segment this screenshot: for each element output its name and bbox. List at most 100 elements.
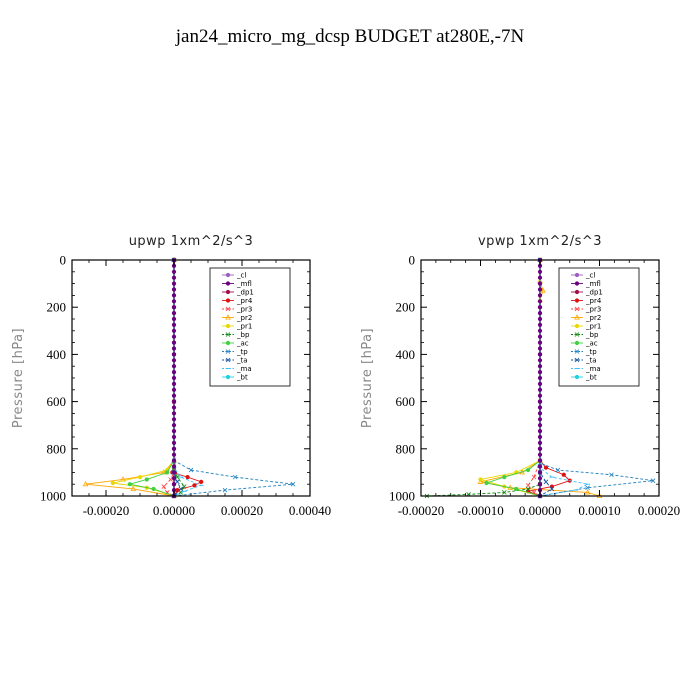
data-point: [537, 346, 543, 351]
y-tick-label: 400: [396, 347, 416, 362]
y-tick-label: 800: [396, 441, 416, 456]
data-point: [537, 423, 543, 428]
legend-label: _pr3: [236, 306, 252, 314]
data-point: [537, 429, 543, 434]
legend-marker: [574, 272, 580, 278]
data-point: [537, 464, 543, 469]
data-point: [171, 434, 177, 440]
legend-marker: [574, 281, 580, 286]
data-point: [537, 482, 543, 487]
legend-label: _bp: [585, 331, 599, 339]
y-tick-label: 1000: [389, 489, 415, 504]
data-point: [171, 405, 177, 410]
legend-label: _tp: [585, 348, 597, 356]
panel-title: vpwp 1xm^2/s^3: [478, 234, 602, 249]
data-point: [171, 346, 177, 351]
data-point: [171, 476, 177, 481]
data-point: [537, 293, 543, 298]
data-point: [171, 299, 177, 304]
y-tick-label: 0: [60, 253, 67, 268]
data-point: [537, 281, 543, 286]
legend-label: _cl: [585, 272, 595, 280]
legend-marker: [574, 332, 580, 337]
data-point: [171, 311, 177, 316]
data-point: [537, 358, 543, 363]
data-point: [171, 269, 177, 274]
data-point: [232, 474, 238, 480]
legend-label: _pr2: [236, 314, 252, 322]
legend-label: _ta: [585, 357, 597, 365]
data-point: [171, 293, 177, 298]
data-point: [537, 340, 543, 345]
legend-marker: [574, 306, 580, 312]
data-point: [171, 281, 177, 286]
x-tick-label: 0.00020: [638, 503, 680, 518]
data-point: [537, 405, 543, 410]
legend-marker: [574, 357, 580, 363]
legend-marker: [225, 281, 231, 286]
data-point: [192, 483, 197, 488]
data-point: [537, 328, 543, 333]
data-point: [127, 482, 132, 487]
legend-label: _mfl: [236, 280, 252, 288]
legend: _cl_mfl_dp1_pr4_pr3_pr2_pr1_bp_ac_tp_ta_…: [558, 267, 640, 387]
y-tick-label: 200: [47, 300, 67, 315]
legend-label: _bt: [585, 374, 597, 382]
legend-label: _pr1: [585, 323, 601, 331]
series-line-ma: [539, 260, 589, 497]
data-point: [609, 472, 614, 478]
data-point: [537, 417, 543, 422]
y-axis-label: Pressure [hPa]: [11, 328, 26, 428]
data-point: [502, 490, 507, 495]
x-tick-label: -0.00010: [457, 503, 504, 518]
data-point: [171, 334, 177, 339]
data-point: [537, 393, 543, 398]
series-line-pr1: [112, 260, 175, 497]
data-point: [171, 340, 177, 345]
data-point: [171, 464, 177, 469]
data-point: [537, 352, 543, 357]
data-point: [650, 478, 656, 483]
data-point: [484, 480, 489, 486]
data-point: [537, 446, 543, 451]
data-point: [537, 370, 543, 375]
data-point: [537, 275, 543, 280]
y-axis-label: Pressure [hPa]: [360, 328, 375, 428]
data-point: [537, 434, 543, 440]
legend-marker: [225, 332, 231, 337]
data-point: [561, 472, 566, 477]
data-point: [188, 467, 194, 473]
legend-marker: [574, 349, 580, 354]
y-tick-label: 600: [47, 394, 67, 409]
legend-label: _mfl: [585, 280, 601, 288]
legend-label: _pr4: [585, 297, 602, 305]
data-point: [171, 375, 177, 381]
legend-marker: [574, 374, 580, 380]
data-point: [543, 479, 549, 485]
legend-label: _pr4: [236, 297, 253, 305]
data-point: [525, 486, 531, 492]
data-point: [171, 417, 177, 422]
legend-marker: [225, 340, 231, 346]
data-point: [165, 470, 170, 475]
data-point: [171, 452, 177, 457]
data-point: [537, 311, 543, 316]
data-point: [537, 287, 543, 292]
zero-profile: [537, 257, 543, 499]
legend-box: [558, 267, 640, 387]
data-point: [171, 370, 177, 375]
legend-label: _tp: [236, 348, 248, 356]
data-point: [537, 399, 543, 404]
data-point: [171, 387, 177, 392]
data-point: [171, 411, 177, 416]
data-point: [185, 475, 190, 480]
panel-title: upwp 1xm^2/s^3: [129, 234, 254, 249]
series-line-pr2: [480, 260, 600, 497]
legend-label: _dp1: [585, 289, 603, 297]
legend-label: _dp1: [236, 289, 254, 297]
legend-label: _cl: [236, 272, 246, 280]
data-point: [161, 484, 167, 489]
legend-marker: [574, 298, 580, 303]
legend-label: _bt: [236, 374, 248, 382]
data-point: [171, 423, 177, 428]
